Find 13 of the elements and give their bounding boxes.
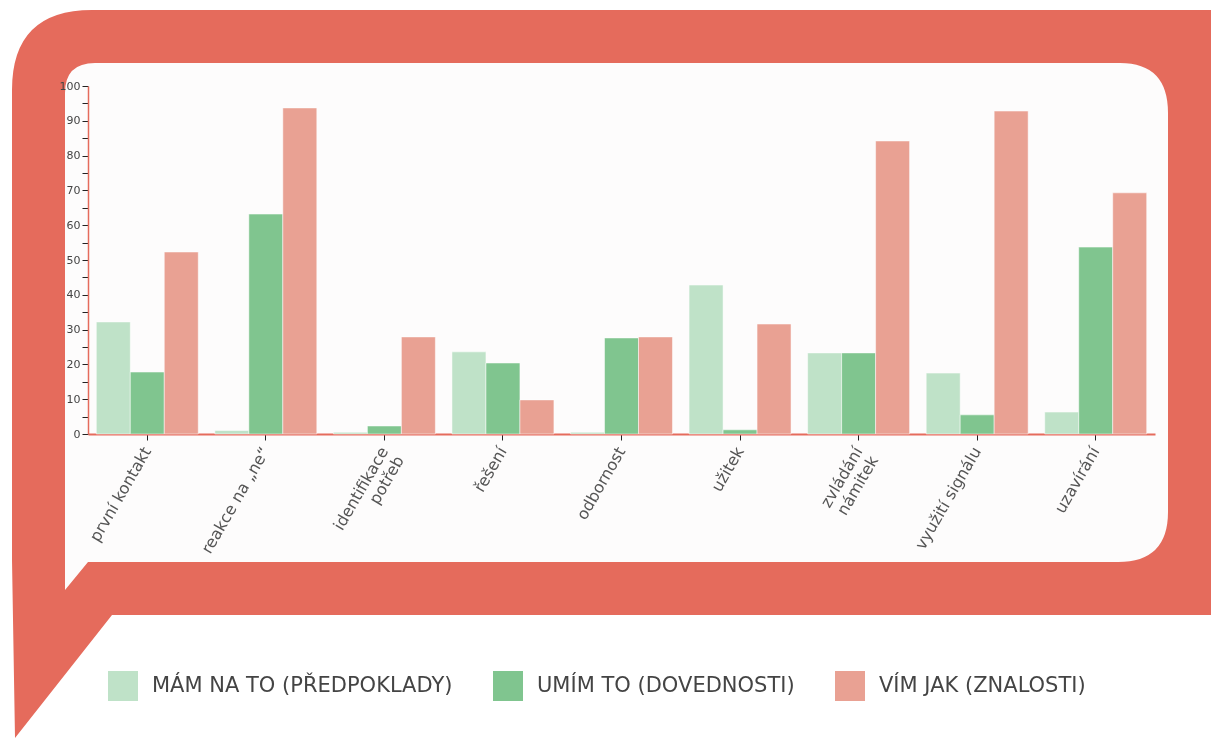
y-tick-label: 70 bbox=[66, 183, 81, 197]
y-tick-label: 60 bbox=[66, 218, 81, 232]
y-tick-label: 90 bbox=[66, 114, 81, 128]
y-tick-label: 30 bbox=[66, 323, 81, 337]
y-tick-label: 20 bbox=[66, 357, 81, 371]
y-tick-label: 10 bbox=[66, 392, 81, 406]
y-tick-label: 80 bbox=[66, 149, 81, 163]
y-tick-label: 50 bbox=[66, 253, 81, 267]
legend-label: UMÍM TO (DOVEDNOSTI) bbox=[537, 672, 795, 697]
y-tick-label: 0 bbox=[73, 427, 81, 441]
y-tick-label: 40 bbox=[66, 288, 81, 302]
legend-label: MÁM NA TO (PŘEDPOKLADY) bbox=[152, 672, 453, 697]
legend-label: VÍM JAK (ZNALOSTI) bbox=[879, 672, 1086, 697]
